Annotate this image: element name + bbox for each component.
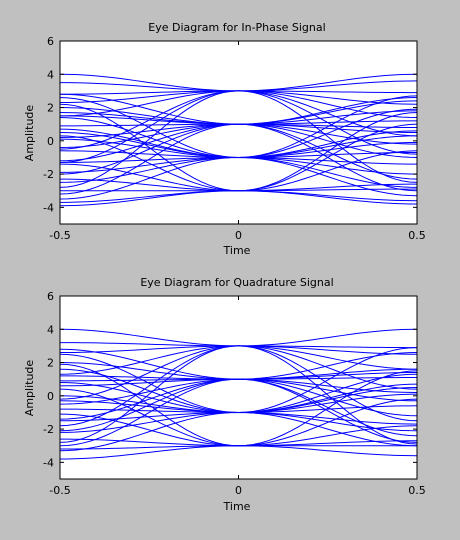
x-tick-label: 0.5: [408, 484, 426, 497]
chart-title: Eye Diagram for Quadrature Signal: [140, 276, 333, 289]
x-tick-label: 0: [235, 484, 242, 497]
plot-area: [60, 296, 417, 479]
eye-traces: [60, 73, 417, 207]
x-tick-label: 0.5: [408, 229, 426, 242]
y-tick-label: 4: [47, 323, 54, 336]
y-tick-label: 6: [47, 35, 54, 48]
y-tick-label: -2: [43, 168, 54, 181]
x-axis-ticks: -0.5 0 0.5: [49, 41, 426, 242]
y-tick-label: -4: [43, 456, 54, 469]
x-axis-label: Time: [223, 500, 251, 513]
x-axis-label: Time: [223, 244, 251, 257]
chart-title: Eye Diagram for In-Phase Signal: [148, 21, 325, 34]
x-tick-label: -0.5: [49, 484, 70, 497]
y-tick-label: 2: [47, 102, 54, 115]
subplot-quadrature: Eye Diagram for Quadrature Signal -4 -2 0 2…: [23, 276, 426, 513]
eye-trace-30: [60, 445, 417, 460]
y-tick-label: 6: [47, 290, 54, 303]
y-tick-label: 2: [47, 357, 54, 370]
eye-trace-34: [60, 190, 417, 207]
y-tick-label: -4: [43, 201, 54, 214]
y-tick-label: 4: [47, 68, 54, 81]
y-tick-label: -2: [43, 423, 54, 436]
y-axis-ticks: -4 -2 0 2 4 6: [43, 290, 417, 469]
eye-traces: [60, 328, 417, 460]
x-tick-label: -0.5: [49, 229, 70, 242]
y-axis-label: Amplitude: [23, 360, 36, 417]
y-axis-ticks: -4 -2 0 2 4 6: [43, 35, 417, 214]
x-axis-ticks: -0.5 0 0.5: [49, 296, 426, 497]
eye-trace-27: [60, 132, 417, 158]
y-tick-label: 0: [47, 390, 54, 403]
eye-trace-7: [60, 90, 417, 188]
eye-trace-17: [60, 110, 417, 125]
y-axis-label: Amplitude: [23, 105, 36, 162]
x-tick-label: 0: [235, 229, 242, 242]
y-tick-label: 0: [47, 135, 54, 148]
subplot-in-phase: Eye Diagram for In-Phase Signal -4 -2 0 2 4 6…: [23, 21, 426, 257]
plot-area: [60, 41, 417, 224]
